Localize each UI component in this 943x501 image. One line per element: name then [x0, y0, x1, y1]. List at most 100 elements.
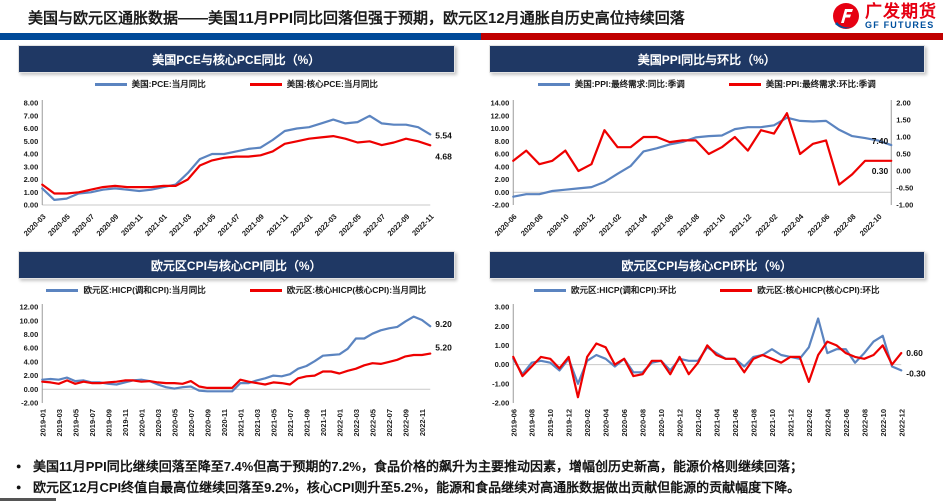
series-line-1 [41, 352, 432, 390]
y-tick-label: 2.00 [24, 175, 39, 184]
bullet-ez-cpi: 欧元区12月CPI终值自最高位继续回落至9.2%，核心CPI则升至5.2%，能源… [16, 477, 935, 498]
x-tick-label: 2022-02 [804, 409, 813, 437]
series-line-0 [41, 315, 432, 393]
x-tick-label: 2019-09 [104, 409, 113, 437]
x-tick-label: 2021-04 [623, 211, 649, 237]
legend-line-swatch [533, 288, 566, 292]
y-tick-label: 12.00 [19, 303, 38, 312]
x-tick-label: 2019-06 [509, 409, 518, 437]
line-chart-canvas: -2.00 -1.00 0.00 1.00 2.00 3.00 2019-06 2019-08… [492, 303, 926, 437]
x-tick-label: 2020-08 [638, 409, 647, 437]
x-tick-label: 2022-04 [779, 211, 805, 237]
x-tick-label: 2020-06 [492, 212, 518, 238]
x-tick-label: 2020-11 [220, 409, 229, 436]
y-tick-label: 8.00 [24, 99, 39, 108]
x-tick-label: 2021-09 [302, 409, 311, 437]
x-tick-label: 2022-06 [841, 409, 850, 437]
y-tick-label: 6.00 [24, 344, 39, 353]
chart-legend: 美国:PCE:当月同比 美国:核心PCE:当月同比 [6, 73, 467, 95]
x-tick-label: 2021-09 [240, 212, 266, 238]
legend-label: 欧元区:HICP(调和CPI):当月同比 [83, 285, 206, 295]
chart-legend: 欧元区:HICP(调和CPI):环比 欧元区:核心HICP(核心CPI):环比 [477, 279, 938, 301]
x-tick-label: 2022-03 [352, 409, 361, 437]
x-tick-label: 2021-01 [143, 212, 169, 238]
x-tick-label: 2021-02 [694, 409, 703, 437]
x-tick-label: 2022-12 [897, 409, 906, 437]
x-tick-label: 2022-09 [401, 409, 410, 437]
series-end-label: 4.68 [435, 151, 452, 161]
y-right-tick-label: 2.00 [896, 99, 911, 108]
panel-us-ppi: 美国PPI同比与环比（%） 美国:PPI:最终需求:同比:季调 美国:PPI:最… [477, 45, 938, 251]
x-tick-label: 2020-02 [583, 409, 592, 437]
series-end-label: 5.20 [435, 343, 452, 353]
legend-item: 美国:核心PCE:当月同比 [249, 78, 378, 90]
series-end-label: 7.40 [871, 136, 888, 146]
x-tick-label: 2021-01 [236, 409, 245, 437]
divider-blue-segment [0, 33, 481, 40]
x-tick-label: 2021-04 [712, 408, 721, 436]
panel-ez-cpi-yoy: 欧元区CPI与核心CPI同比（%） 欧元区:HICP(调和CPI):当月同比 欧… [6, 251, 467, 453]
x-tick-label: 2022-11 [418, 409, 427, 436]
y-tick-label: 1.00 [494, 341, 509, 350]
legend-item: 欧元区:HICP(调和CPI):环比 [533, 284, 677, 296]
y-tick-label: 6.00 [494, 150, 509, 159]
chart-title: 美国PCE与核心PCE同比（%） [18, 45, 455, 73]
x-tick-label: 2020-09 [95, 212, 121, 238]
x-tick-label: 2019-07 [88, 409, 97, 437]
x-tick-label: 2021-12 [727, 212, 753, 238]
x-tick-label: 2020-05 [170, 409, 179, 437]
chart-title: 美国PPI同比与环比（%） [488, 45, 925, 73]
y-right-tick-label: 0.50 [896, 150, 911, 159]
series-line-1 [41, 134, 432, 195]
legend-line-swatch [249, 288, 282, 292]
x-tick-label: 2022-04 [823, 408, 832, 436]
y-right-tick-label: -1.00 [896, 201, 913, 210]
x-tick-label: 2019-01 [38, 409, 47, 437]
x-tick-label: 2020-09 [203, 409, 212, 437]
legend-label: 美国:PPI:最终需求:环比:季调 [765, 79, 876, 89]
logo-english-name: GF FUTURES [865, 20, 935, 31]
y-tick-label: 2.00 [494, 175, 509, 184]
x-tick-label: 2022-01 [289, 212, 315, 238]
legend-line-swatch [728, 82, 761, 86]
header-divider-bar [0, 33, 943, 40]
x-tick-label: 2022-08 [860, 409, 869, 437]
x-tick-label: 2021-11 [265, 212, 291, 238]
panel-ez-cpi-mom: 欧元区CPI与核心CPI环比（%） 欧元区:HICP(调和CPI):环比 欧元区… [477, 251, 938, 453]
line-chart-canvas: -2.00 0.00 2.00 4.00 6.00 8.00 10.00 12.00 14.00… [490, 99, 913, 238]
summary-bullet-list: 美国11月PPI同比继续回落至降至7.4%但高于预期的7.2%，食品价格的飙升为… [0, 454, 943, 498]
y-tick-label: 3.00 [494, 303, 509, 312]
x-tick-label: 2021-05 [192, 212, 218, 238]
y-tick-label: 2.00 [494, 322, 509, 331]
x-tick-label: 2021-03 [167, 212, 193, 238]
y-tick-label: -2.00 [21, 399, 38, 408]
x-tick-label: 2022-07 [385, 409, 394, 437]
x-tick-label: 2021-02 [597, 212, 623, 238]
y-tick-label: 12.00 [490, 111, 509, 120]
legend-line-swatch [537, 82, 570, 86]
chart-grid: 美国PCE与核心PCE同比（%） 美国:PCE:当月同比 美国:核心PCE:当月… [0, 40, 943, 453]
x-tick-label: 2019-11 [121, 409, 130, 436]
bullet-us-ppi: 美国11月PPI同比继续回落至降至7.4%但高于预期的7.2%，食品价格的飙升为… [16, 456, 935, 477]
x-tick-label: 2020-07 [70, 212, 96, 238]
series-end-label: 9.20 [435, 319, 452, 329]
legend-label: 欧元区:HICP(调和CPI):环比 [570, 285, 677, 295]
x-tick-label: 2019-03 [55, 409, 64, 437]
gf-futures-logo-icon [833, 3, 859, 29]
x-tick-label: 2021-06 [730, 409, 739, 437]
y-tick-label: 1.00 [24, 188, 39, 197]
legend-label: 欧元区:核心HICP(核心CPI):环比 [757, 285, 880, 295]
y-tick-label: 8.00 [24, 330, 39, 339]
divider-red-segment [480, 33, 943, 40]
x-tick-label: 2019-10 [546, 409, 555, 437]
legend-label: 美国:核心PCE:当月同比 [286, 79, 378, 89]
y-right-tick-label: 1.00 [896, 133, 911, 142]
y-tick-label: 10.00 [490, 124, 509, 133]
legend-line-swatch [720, 288, 753, 292]
header: 美国与欧元区通胀数据——美国11月PPI同比回落但强于预期，欧元区12月通胀自历… [0, 0, 943, 33]
y-tick-label: 0.00 [494, 360, 509, 369]
y-tick-label: 14.00 [490, 99, 509, 108]
x-tick-label: 2020-03 [22, 212, 48, 238]
x-tick-label: 2022-09 [386, 212, 412, 238]
x-tick-label: 2019-08 [527, 409, 536, 437]
